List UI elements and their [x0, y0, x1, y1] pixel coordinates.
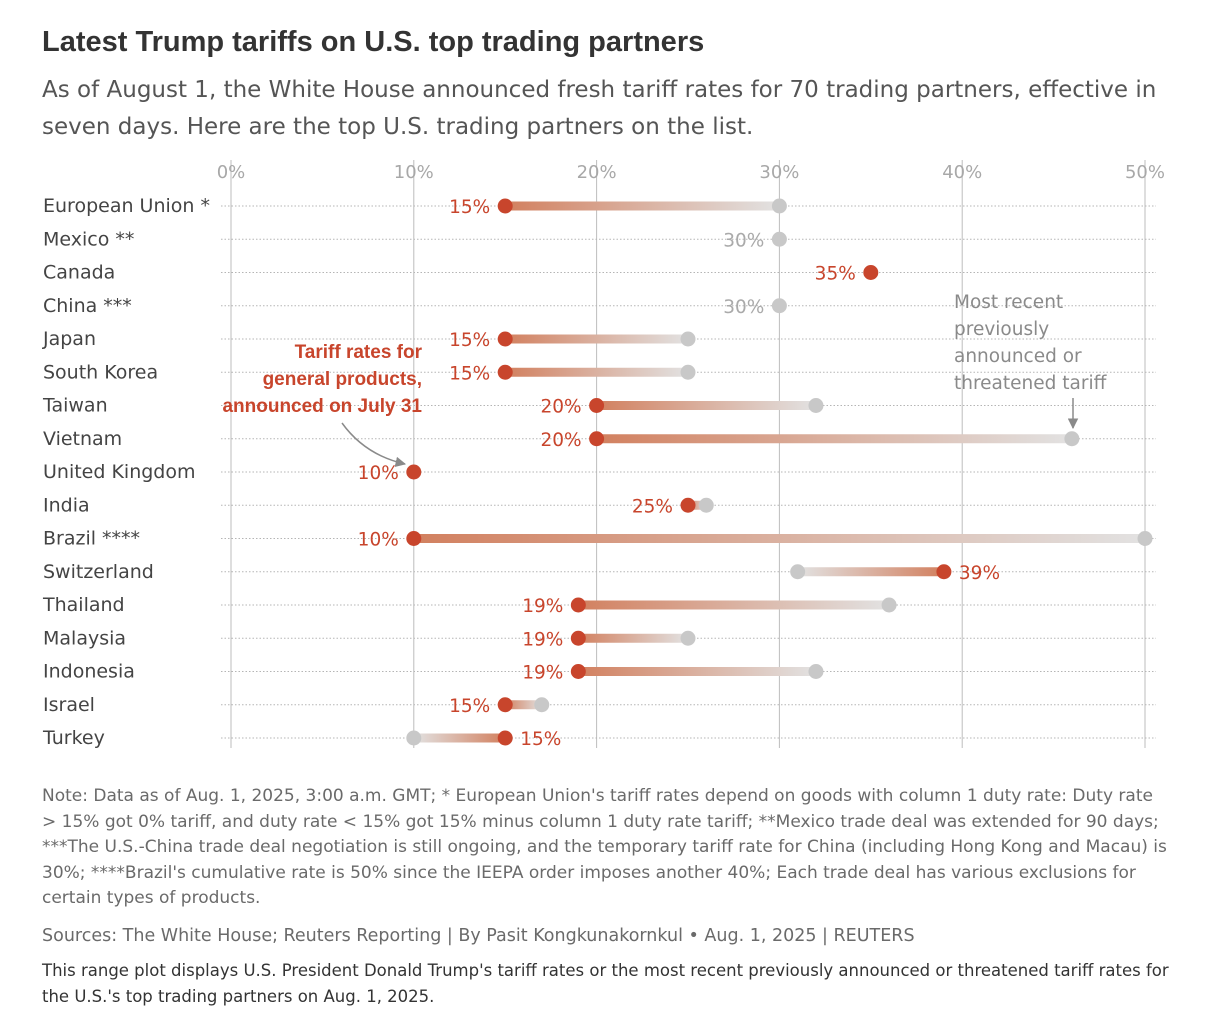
previous-rate-dot: [406, 730, 422, 746]
new-rate-dot: [589, 431, 605, 447]
value-label: 15%: [449, 197, 490, 218]
previous-rate-dot: [771, 298, 787, 314]
new-rate-dot: [936, 564, 952, 580]
new-rate-dot: [863, 265, 879, 280]
row-label: Turkey: [42, 727, 105, 749]
new-rate-dot: [497, 198, 513, 214]
value-label: 39%: [959, 563, 1000, 584]
x-tick-label: 50%: [1125, 162, 1165, 183]
grid: 0% 10% 20% 30% 40% 50%: [217, 160, 1165, 748]
new-rate-dot: [406, 531, 422, 546]
value-label: 20%: [540, 397, 581, 418]
chart-description: This range plot displays U.S. President …: [42, 961, 1169, 1006]
row-label: Vietnam: [43, 428, 122, 450]
chart-subtitle: As of August 1, the White House announce…: [42, 77, 1157, 140]
annotation-previous-text: previously: [954, 319, 1049, 340]
annotation-arrow: [341, 422, 407, 468]
previous-rate-dot: [881, 597, 897, 613]
row-label: European Union *: [43, 195, 210, 217]
row-label: Thailand: [42, 594, 125, 616]
value-label: 10%: [358, 463, 399, 484]
value-label: 30%: [723, 297, 764, 318]
value-label: 15%: [449, 363, 490, 384]
previous-rate-dot: [680, 630, 696, 646]
row-label: Japan: [42, 328, 96, 350]
previous-rate-dot: [680, 364, 696, 380]
row-label: United Kingdom: [43, 461, 196, 483]
new-rate-dot: [570, 597, 586, 613]
range-plot: 0% 10% 20% 30% 40% 50% European Union * 15% Mex…: [42, 160, 1165, 750]
row-label: Brazil ****: [43, 528, 140, 550]
previous-rate-dot: [534, 697, 550, 713]
row-label: Indonesia: [43, 661, 135, 683]
row-label: China ***: [43, 295, 132, 317]
previous-rate-dot: [808, 664, 824, 679]
annotation-new-rate-text: announced on July 31: [222, 396, 422, 417]
value-label: 19%: [522, 596, 563, 617]
annotation-new-rate-text: general products,: [263, 369, 422, 390]
annotation-previous-text: Most recent: [954, 292, 1063, 313]
annotation-previous-text: threatened tariff: [954, 373, 1108, 394]
annotations: Tariff rates for general products, announc…: [222, 292, 1108, 468]
new-rate-dot: [589, 398, 605, 413]
row-label: South Korea: [43, 361, 158, 383]
row-label: Mexico **: [43, 228, 134, 250]
new-rate-dot: [570, 630, 586, 646]
value-label: 20%: [540, 430, 581, 451]
row-label: Taiwan: [42, 395, 108, 417]
previous-rate-dot: [1137, 531, 1153, 546]
x-tick-label: 10%: [394, 162, 434, 183]
x-tick-label: 30%: [759, 162, 799, 183]
value-label: 15%: [520, 729, 561, 750]
value-label: 19%: [522, 663, 563, 684]
annotation-previous-text: announced or: [954, 346, 1082, 367]
sources-line: Sources: The White House; Reuters Report…: [42, 926, 915, 946]
value-label: 25%: [632, 496, 673, 517]
row-label: Israel: [43, 694, 95, 716]
new-rate-dot: [497, 331, 513, 347]
new-rate-dot: [497, 364, 513, 380]
new-rate-dot: [680, 497, 696, 513]
row-label: Malaysia: [43, 627, 126, 649]
new-rate-dot: [570, 664, 586, 679]
previous-rate-dot: [771, 231, 787, 247]
new-rate-dot: [497, 697, 513, 713]
row-label: India: [43, 494, 90, 516]
new-rate-dot: [497, 730, 513, 746]
value-label: 19%: [522, 629, 563, 650]
row-label: Switzerland: [43, 561, 154, 583]
value-label: 30%: [723, 230, 764, 251]
value-label: 15%: [449, 696, 490, 717]
previous-rate-dot: [771, 198, 787, 214]
footnotes: Note: Data as of Aug. 1, 2025, 3:00 a.m.…: [42, 786, 1167, 908]
rows: European Union * 15% Mexico ** 30% Canada 35%…: [42, 195, 1156, 750]
annotation-new-rate-text: Tariff rates for: [295, 342, 423, 363]
x-tick-label: 40%: [942, 162, 982, 183]
value-label: 35%: [815, 264, 856, 285]
x-tick-label: 0%: [217, 162, 246, 183]
previous-rate-dot: [1064, 431, 1080, 447]
value-label: 10%: [358, 530, 399, 551]
x-tick-label: 20%: [577, 162, 617, 183]
value-label: 15%: [449, 330, 490, 351]
previous-rate-dot: [680, 331, 696, 347]
chart-title: Latest Trump tariffs on U.S. top trading…: [42, 26, 705, 58]
previous-rate-dot: [698, 497, 714, 513]
new-rate-dot: [406, 464, 422, 480]
previous-rate-dot: [790, 564, 806, 580]
row-label: Canada: [43, 262, 115, 284]
previous-rate-dot: [808, 398, 824, 413]
